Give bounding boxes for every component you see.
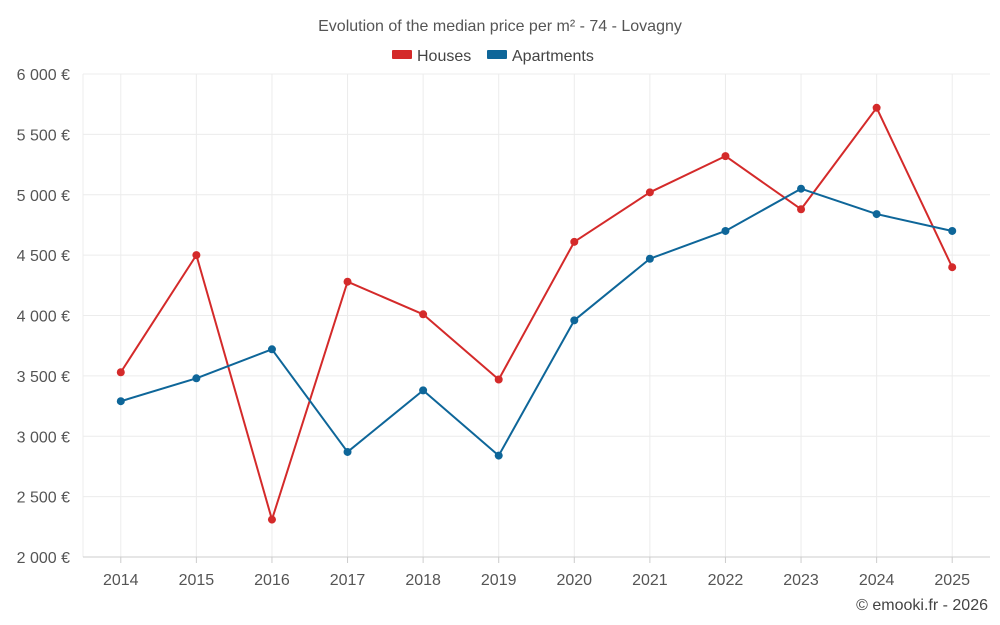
data-point-houses-2015[interactable] <box>192 251 201 260</box>
x-tick-label: 2022 <box>708 572 744 589</box>
x-tick-label: 2021 <box>632 572 668 589</box>
series-group <box>116 103 957 524</box>
data-point-houses-2023[interactable] <box>797 205 806 214</box>
data-point-apartments-2014[interactable] <box>116 397 125 406</box>
x-tick-label: 2016 <box>254 572 290 589</box>
y-tick-label: 2 500 € <box>17 490 70 507</box>
series-line-apartments <box>120 187 953 457</box>
x-tick-label: 2023 <box>783 572 819 589</box>
x-tick-label: 2014 <box>103 572 139 589</box>
x-tick-label: 2015 <box>179 572 215 589</box>
data-point-houses-2025[interactable] <box>948 263 957 272</box>
y-tick-label: 2 000 € <box>17 550 70 567</box>
data-point-apartments-2016[interactable] <box>267 345 276 354</box>
data-point-apartments-2023[interactable] <box>797 184 806 193</box>
data-point-apartments-2018[interactable] <box>419 386 428 395</box>
data-point-apartments-2025[interactable] <box>948 226 957 235</box>
data-point-houses-2017[interactable] <box>343 277 352 286</box>
legend-item-apartments[interactable]: Apartments <box>487 48 594 65</box>
y-axis: 2 000 € 2 500 € 3 000 € 3 500 € 4 000 € 4 500… <box>17 67 84 567</box>
legend-item-houses[interactable]: Houses <box>392 48 471 65</box>
data-point-houses-2020[interactable] <box>570 237 579 246</box>
legend-swatch-houses <box>392 50 412 59</box>
data-point-apartments-2024[interactable] <box>872 210 881 219</box>
legend-label-apartments: Apartments <box>512 48 594 65</box>
y-tick-label: 4 000 € <box>17 309 70 326</box>
data-point-apartments-2017[interactable] <box>343 447 352 456</box>
x-tick-label: 2018 <box>405 572 441 589</box>
x-tick-label: 2017 <box>330 572 366 589</box>
y-tick-label: 4 500 € <box>17 248 70 265</box>
data-point-houses-2024[interactable] <box>872 103 881 112</box>
data-point-houses-2016[interactable] <box>267 515 276 524</box>
legend-label-houses: Houses <box>417 48 471 65</box>
data-point-houses-2014[interactable] <box>116 368 125 377</box>
data-point-houses-2019[interactable] <box>494 375 503 384</box>
series-line-houses <box>119 106 954 521</box>
x-tick-label: 2024 <box>859 572 895 589</box>
x-tick-label: 2019 <box>481 572 517 589</box>
y-tick-label: 5 500 € <box>17 127 70 144</box>
data-point-apartments-2015[interactable] <box>192 374 201 383</box>
y-tick-label: 6 000 € <box>17 67 70 84</box>
y-tick-label: 3 000 € <box>17 429 70 446</box>
legend-swatch-apartments <box>487 50 507 59</box>
grid <box>83 73 990 558</box>
x-tick-label: 2025 <box>934 572 970 589</box>
y-tick-label: 3 500 € <box>17 369 70 386</box>
x-tick-label: 2020 <box>556 572 592 589</box>
copyright-footer: © emooki.fr - 2026 <box>856 597 988 614</box>
data-point-apartments-2022[interactable] <box>721 226 730 235</box>
data-point-houses-2021[interactable] <box>645 188 654 197</box>
data-point-houses-2018[interactable] <box>419 310 428 319</box>
x-axis: 2014 2015 2016 2017 2018 2019 2020 2021 2022 2023… <box>83 556 990 589</box>
legend: Houses Apartments <box>392 48 594 65</box>
series-houses <box>116 103 957 524</box>
data-point-apartments-2021[interactable] <box>645 254 654 263</box>
data-point-apartments-2020[interactable] <box>570 316 579 325</box>
chart-title: Evolution of the median price per m² - 7… <box>318 18 682 35</box>
series-apartments <box>116 184 957 460</box>
data-point-houses-2022[interactable] <box>721 152 730 161</box>
data-point-apartments-2019[interactable] <box>494 451 503 460</box>
y-tick-label: 5 000 € <box>17 188 70 205</box>
